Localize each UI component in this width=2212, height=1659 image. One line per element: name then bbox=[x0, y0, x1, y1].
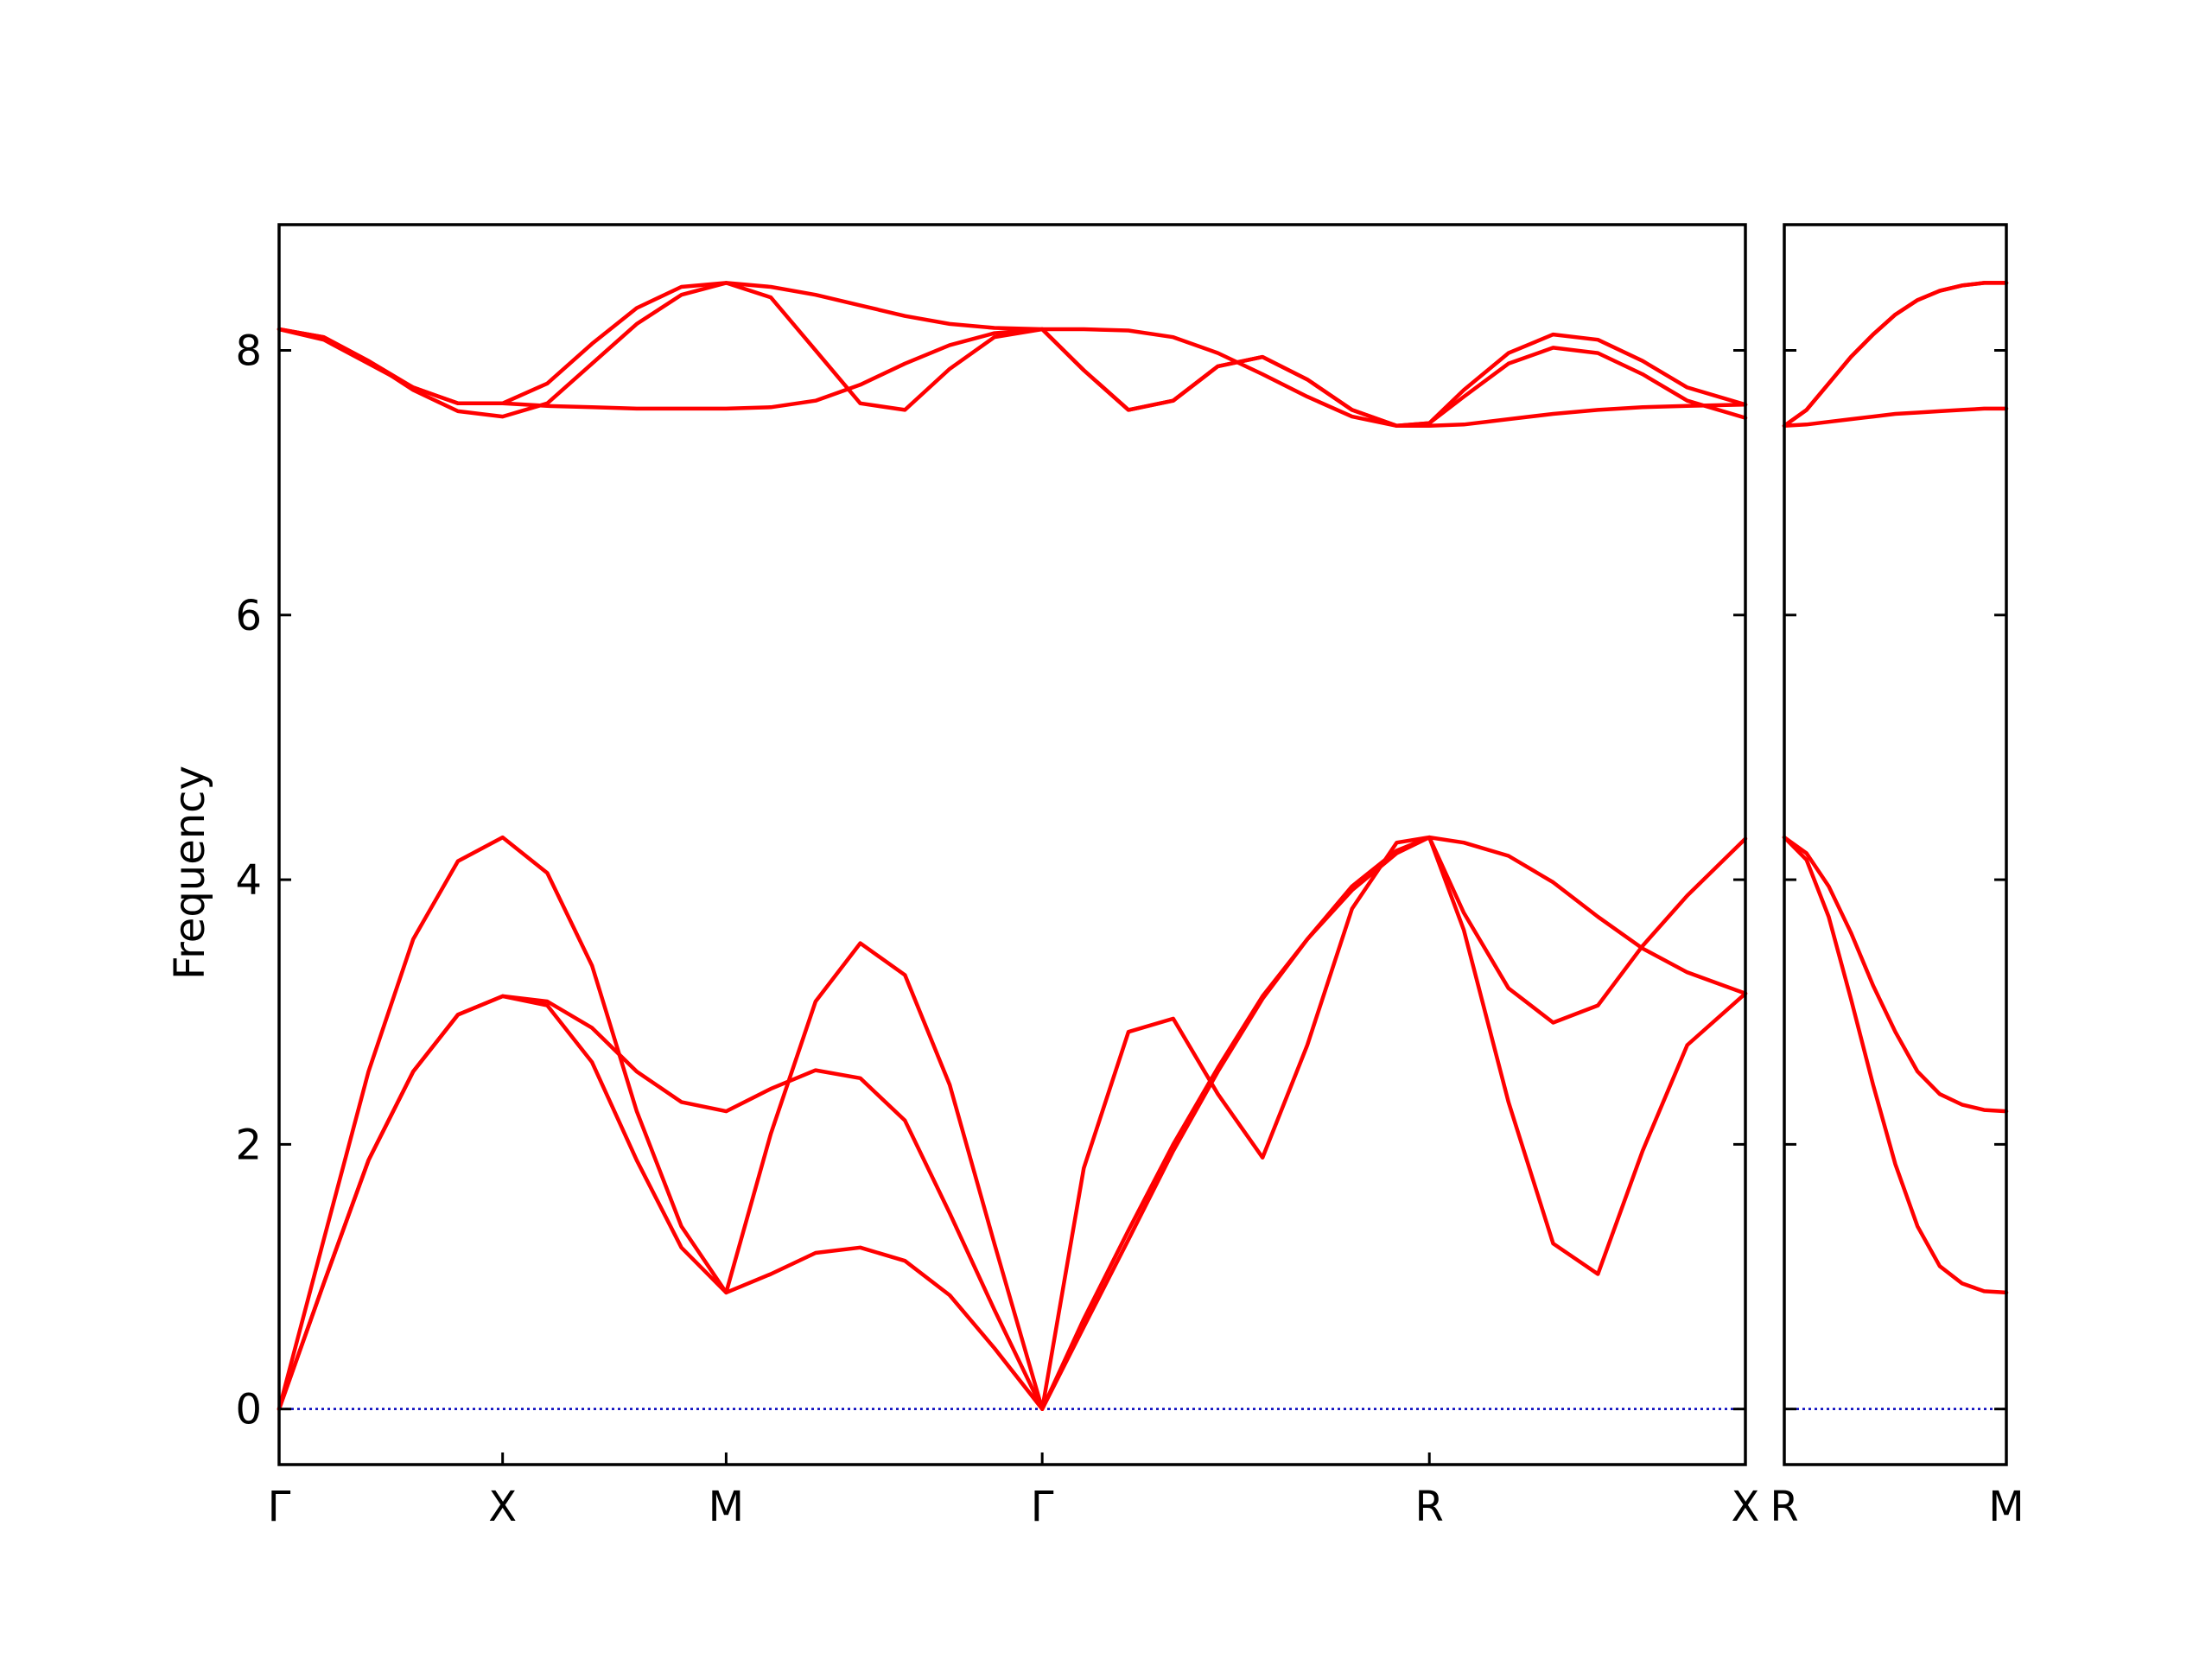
band-line-5 bbox=[276, 281, 1748, 429]
band-line-2 bbox=[276, 835, 1748, 1411]
band-line-3 bbox=[1782, 406, 2009, 429]
x-tick-label: M bbox=[709, 1483, 744, 1531]
y-tick-label: 4 bbox=[235, 856, 262, 905]
band-line-4 bbox=[1782, 281, 2009, 429]
y-tick-label: 8 bbox=[235, 327, 262, 375]
x-tick-label: R bbox=[1770, 1483, 1798, 1531]
x-tick-label: Γ bbox=[1031, 1483, 1054, 1531]
x-tick-label: M bbox=[1988, 1483, 2024, 1531]
x-tick-label: Γ bbox=[268, 1483, 291, 1531]
x-tick-label: X bbox=[1732, 1483, 1760, 1531]
plot-frame bbox=[1783, 223, 2008, 1466]
band-line-1 bbox=[276, 835, 1748, 1411]
x-tick-label: X bbox=[488, 1483, 517, 1531]
y-tick-label: 2 bbox=[235, 1121, 262, 1169]
plot-frame bbox=[277, 223, 1747, 1466]
band-line-2 bbox=[1782, 835, 2009, 1114]
panel-1: 0 2 4 6 8 Γ X M Γ R X bbox=[235, 223, 1760, 1531]
band-line-4 bbox=[276, 327, 1748, 429]
band-line-1 bbox=[1782, 835, 2009, 1295]
band-line-5 bbox=[1782, 281, 2009, 429]
y-tick-label: 6 bbox=[235, 592, 262, 640]
x-tick-label: R bbox=[1415, 1483, 1444, 1531]
y-axis-label: Frequency bbox=[166, 766, 214, 980]
band-line-3 bbox=[276, 835, 1748, 1411]
y-tick-label: 0 bbox=[235, 1386, 262, 1434]
band-line-6 bbox=[276, 281, 1748, 429]
